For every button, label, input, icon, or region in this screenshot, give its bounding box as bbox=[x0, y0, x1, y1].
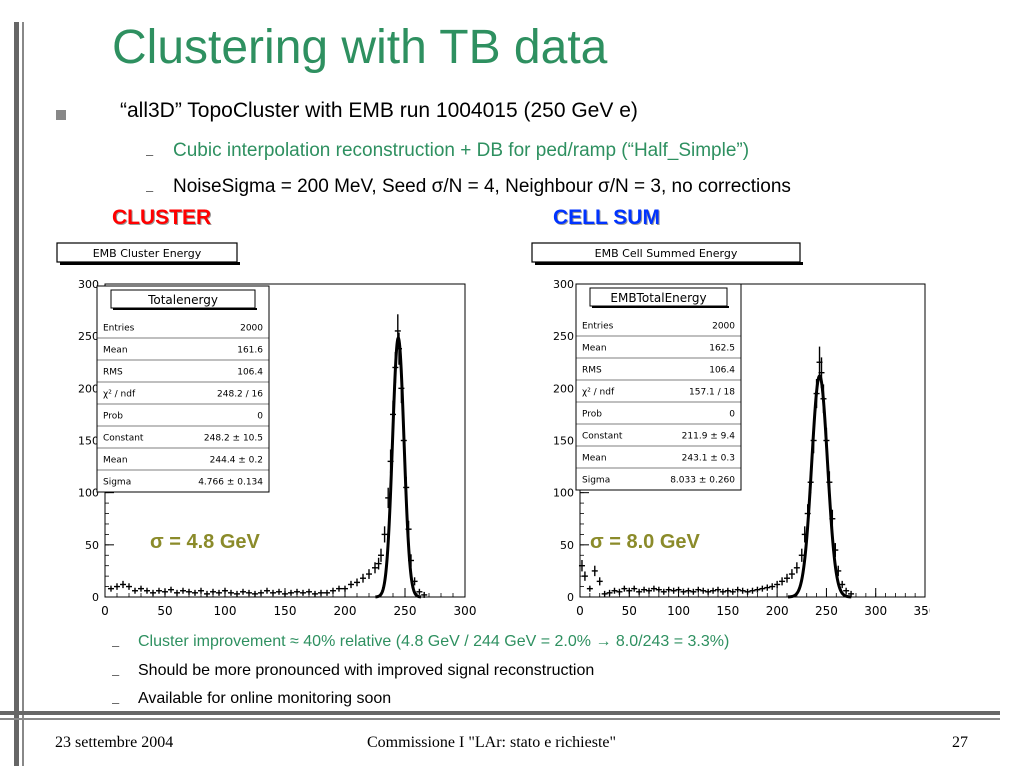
cluster-energy-histogram: EMB Cluster Energy 0 50 100 150 200 250 300 0 50 1… bbox=[56, 242, 477, 618]
stats-value: 4.766 ± 0.134 bbox=[198, 477, 263, 487]
y-tick-label: 50 bbox=[85, 539, 99, 552]
main-bullet-text: “all3D” TopoCluster with EMB run 1004015… bbox=[120, 99, 638, 122]
x-tick-label: 100 bbox=[667, 604, 690, 618]
histogram-title: EMB Cluster Energy bbox=[93, 247, 202, 260]
histogram-title-shadow bbox=[535, 262, 803, 265]
stats-title-shadow bbox=[592, 306, 729, 308]
gaussian-fit-curve bbox=[787, 374, 852, 599]
y-tick-label: 150 bbox=[78, 435, 99, 448]
x-tick-label: 0 bbox=[101, 604, 109, 618]
y-tick-label: 200 bbox=[78, 382, 99, 395]
stats-label: Constant bbox=[582, 431, 623, 441]
stats-value: 243.1 ± 0.3 bbox=[682, 453, 735, 463]
x-tick-label: 150 bbox=[716, 604, 739, 618]
cell-summed-energy-histogram: EMB Cell Summed Energy 0 50 100 150 200 250 300… bbox=[531, 242, 930, 618]
y-tick-label: 250 bbox=[78, 330, 99, 343]
stats-value: 211.9 ± 9.4 bbox=[682, 431, 736, 441]
stats-label: Entries bbox=[103, 323, 135, 333]
bottom-horizontal-rule bbox=[0, 711, 1000, 715]
stats-box bbox=[575, 283, 742, 491]
y-tick-label: 0 bbox=[92, 591, 99, 604]
stats-title: EMBTotalEnergy bbox=[610, 291, 706, 305]
left-vertical-rule-thin bbox=[22, 22, 24, 766]
square-bullet-icon bbox=[56, 110, 66, 120]
stats-label: Mean bbox=[103, 455, 128, 465]
stats-value: 161.6 bbox=[237, 345, 263, 355]
x-tick-label: 100 bbox=[214, 604, 237, 618]
x-tick-label: 50 bbox=[157, 604, 172, 618]
stats-label: RMS bbox=[103, 367, 123, 377]
y-tick-label: 50 bbox=[560, 539, 574, 552]
stats-value: 162.5 bbox=[709, 343, 735, 353]
stats-label: Prob bbox=[103, 411, 123, 421]
bottom-bullet-improvement: Cluster improvement ≈ 40% relative (4.8 … bbox=[138, 633, 730, 650]
stats-label: Mean bbox=[103, 345, 128, 355]
sigma-annotation: σ = 4.8 GeV bbox=[150, 531, 261, 553]
y-tick-label: 250 bbox=[553, 330, 574, 343]
stats-value: 248.2 / 16 bbox=[217, 389, 263, 399]
bottom-horizontal-rule-thin bbox=[0, 718, 1000, 720]
x-tick-label: 50 bbox=[622, 604, 637, 618]
stats-label: χ² / ndf bbox=[582, 387, 615, 397]
stats-title-shadow bbox=[113, 308, 257, 310]
bottom-bullet-monitoring: Available for online monitoring soon bbox=[138, 690, 392, 707]
stats-value: 106.4 bbox=[237, 367, 263, 377]
stats-value: 8.033 ± 0.260 bbox=[670, 475, 735, 485]
x-tick-label: 200 bbox=[766, 604, 789, 618]
stats-label: RMS bbox=[582, 365, 602, 375]
stats-label: Prob bbox=[582, 409, 602, 419]
stats-label: Entries bbox=[582, 321, 614, 331]
y-tick-label: 200 bbox=[553, 382, 574, 395]
y-tick-label: 100 bbox=[553, 487, 574, 500]
left-vertical-rule bbox=[14, 22, 19, 766]
x-tick-label: 250 bbox=[394, 604, 417, 618]
gaussian-fit-curve bbox=[375, 336, 422, 599]
stats-value: 248.2 ± 10.5 bbox=[204, 433, 263, 443]
y-tick-label: 0 bbox=[567, 591, 574, 604]
stats-label: Mean bbox=[582, 453, 607, 463]
dash-bullet-icon: – bbox=[146, 183, 154, 198]
dash-bullet-icon: – bbox=[112, 638, 120, 653]
sub-bullet-interpolation: Cubic interpolation reconstruction + DB … bbox=[173, 140, 750, 161]
cluster-heading: CLUSTER bbox=[112, 206, 212, 229]
y-tick-label: 100 bbox=[78, 487, 99, 500]
stats-value: 0 bbox=[257, 411, 263, 421]
stats-box bbox=[96, 285, 270, 493]
footer-page-number: 27 bbox=[952, 734, 968, 751]
stats-value: 0 bbox=[729, 409, 735, 419]
histogram-title: EMB Cell Summed Energy bbox=[595, 247, 738, 260]
y-tick-label: 300 bbox=[553, 278, 574, 291]
stats-value: 2000 bbox=[712, 321, 735, 331]
bottom-bullet-pronounced: Should be more pronounced with improved … bbox=[138, 662, 595, 679]
x-tick-label: 350 bbox=[914, 604, 930, 618]
stats-value: 244.4 ± 0.2 bbox=[210, 455, 263, 465]
stats-label: Constant bbox=[103, 433, 144, 443]
histogram-title-shadow bbox=[60, 262, 240, 265]
footer-date: 23 settembre 2004 bbox=[55, 734, 174, 751]
dash-bullet-icon: – bbox=[112, 667, 120, 682]
x-tick-label: 150 bbox=[274, 604, 297, 618]
sub-bullet-noise: NoiseSigma = 200 MeV, Seed σ/N = 4, Neig… bbox=[173, 176, 791, 197]
stats-label: Sigma bbox=[582, 475, 610, 485]
stats-label: χ² / ndf bbox=[103, 389, 136, 399]
dash-bullet-icon: – bbox=[112, 695, 120, 710]
dash-bullet-icon: – bbox=[146, 147, 154, 162]
footer-center: Commissione I "LAr: stato e richieste" bbox=[367, 734, 617, 751]
x-tick-label: 300 bbox=[454, 604, 477, 618]
stats-value: 106.4 bbox=[709, 365, 735, 375]
x-tick-label: 0 bbox=[576, 604, 584, 618]
y-tick-label: 300 bbox=[78, 278, 99, 291]
stats-title: Totalenergy bbox=[147, 293, 218, 307]
stats-value: 157.1 / 18 bbox=[689, 387, 735, 397]
stats-label: Mean bbox=[582, 343, 607, 353]
y-tick-label: 150 bbox=[553, 435, 574, 448]
slide-title: Clustering with TB data bbox=[112, 21, 608, 74]
stats-label: Sigma bbox=[103, 477, 131, 487]
x-tick-label: 250 bbox=[815, 604, 838, 618]
cellsum-heading: CELL SUM bbox=[553, 206, 660, 229]
x-tick-label: 200 bbox=[334, 604, 357, 618]
x-tick-label: 300 bbox=[864, 604, 887, 618]
stats-value: 2000 bbox=[240, 323, 263, 333]
sigma-annotation: σ = 8.0 GeV bbox=[590, 531, 701, 553]
